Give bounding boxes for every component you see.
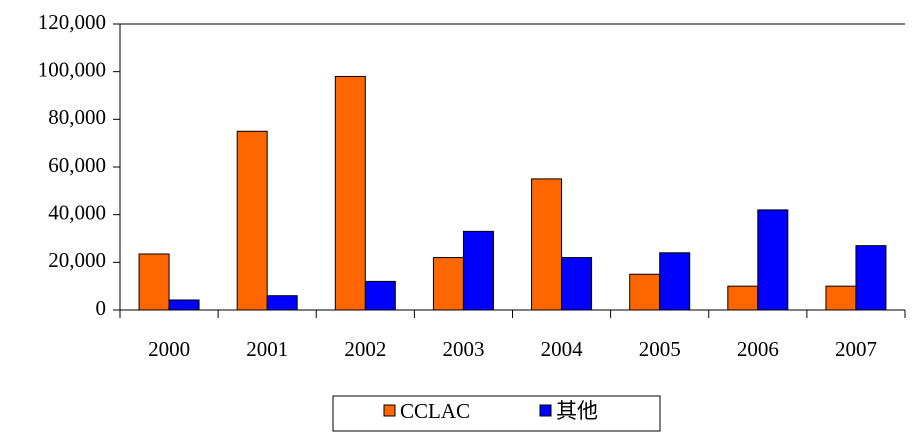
bar	[825, 285, 857, 311]
bar	[334, 75, 366, 311]
x-tick-label: 2003	[442, 337, 484, 361]
bar	[659, 252, 691, 311]
bar	[629, 273, 661, 311]
bar	[757, 209, 789, 311]
legend-swatch	[539, 404, 552, 417]
legend-label: CCLAC	[400, 399, 470, 423]
y-tick-label: 80,000	[48, 105, 106, 129]
bar	[364, 280, 396, 311]
x-tick-label: 2006	[737, 337, 779, 361]
x-tick-label: 2007	[835, 337, 877, 361]
legend-swatch	[383, 404, 396, 417]
y-tick-label: 120,000	[38, 10, 106, 34]
y-tick-label: 20,000	[48, 248, 106, 272]
y-tick-label: 0	[96, 296, 107, 320]
bar	[462, 230, 494, 311]
x-tick-label: 2005	[639, 337, 681, 361]
bar	[168, 299, 200, 311]
y-tick-label: 60,000	[48, 153, 106, 177]
x-tick-label: 2004	[541, 337, 584, 361]
x-tick-label: 2000	[148, 337, 190, 361]
bar	[855, 245, 887, 311]
bar	[236, 130, 268, 311]
y-tick-label: 40,000	[48, 200, 106, 224]
bar	[432, 257, 464, 311]
bar	[266, 295, 298, 311]
x-tick-label: 2001	[246, 337, 288, 361]
y-tick-label: 100,000	[38, 57, 106, 81]
legend-box	[332, 395, 661, 432]
legend-label: 其他	[556, 399, 598, 423]
x-tick-label: 2002	[344, 337, 386, 361]
bar	[531, 178, 563, 311]
bar	[138, 253, 170, 311]
bar	[561, 257, 593, 311]
bar	[727, 285, 759, 311]
